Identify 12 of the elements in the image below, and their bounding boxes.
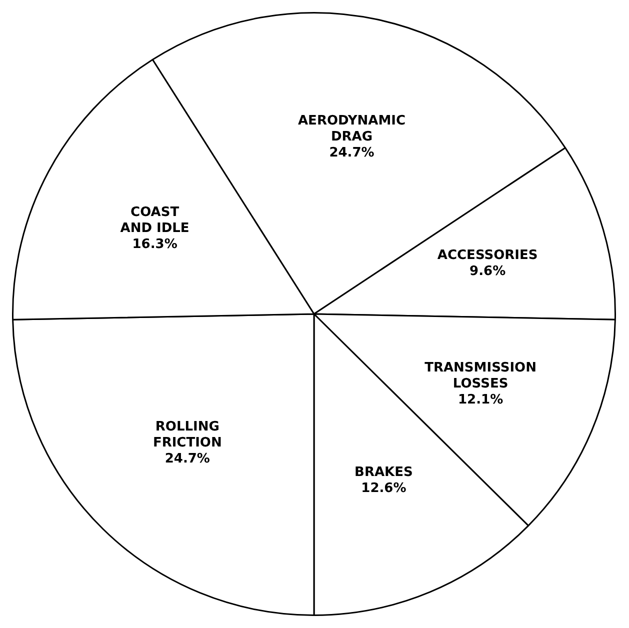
data-label: 12.1% <box>458 392 504 408</box>
data-label: 24.7% <box>329 146 374 161</box>
slice-label: AERODYNAMIC DRAG <box>298 114 406 145</box>
slice-label: ROLLING FRICTION <box>152 419 222 450</box>
data-label: 9.6% <box>470 264 506 279</box>
slice-label: BRAKES <box>354 465 413 480</box>
data-label: 16.3% <box>132 236 178 252</box>
slice-label: TRANSMISSION LOSSES <box>424 360 536 392</box>
data-label: 12.6% <box>361 481 406 496</box>
data-label: 24.7% <box>164 451 210 466</box>
slice-label: ACCESSORIES <box>437 248 538 263</box>
slice-label: COAST AND IDLE <box>120 204 190 236</box>
